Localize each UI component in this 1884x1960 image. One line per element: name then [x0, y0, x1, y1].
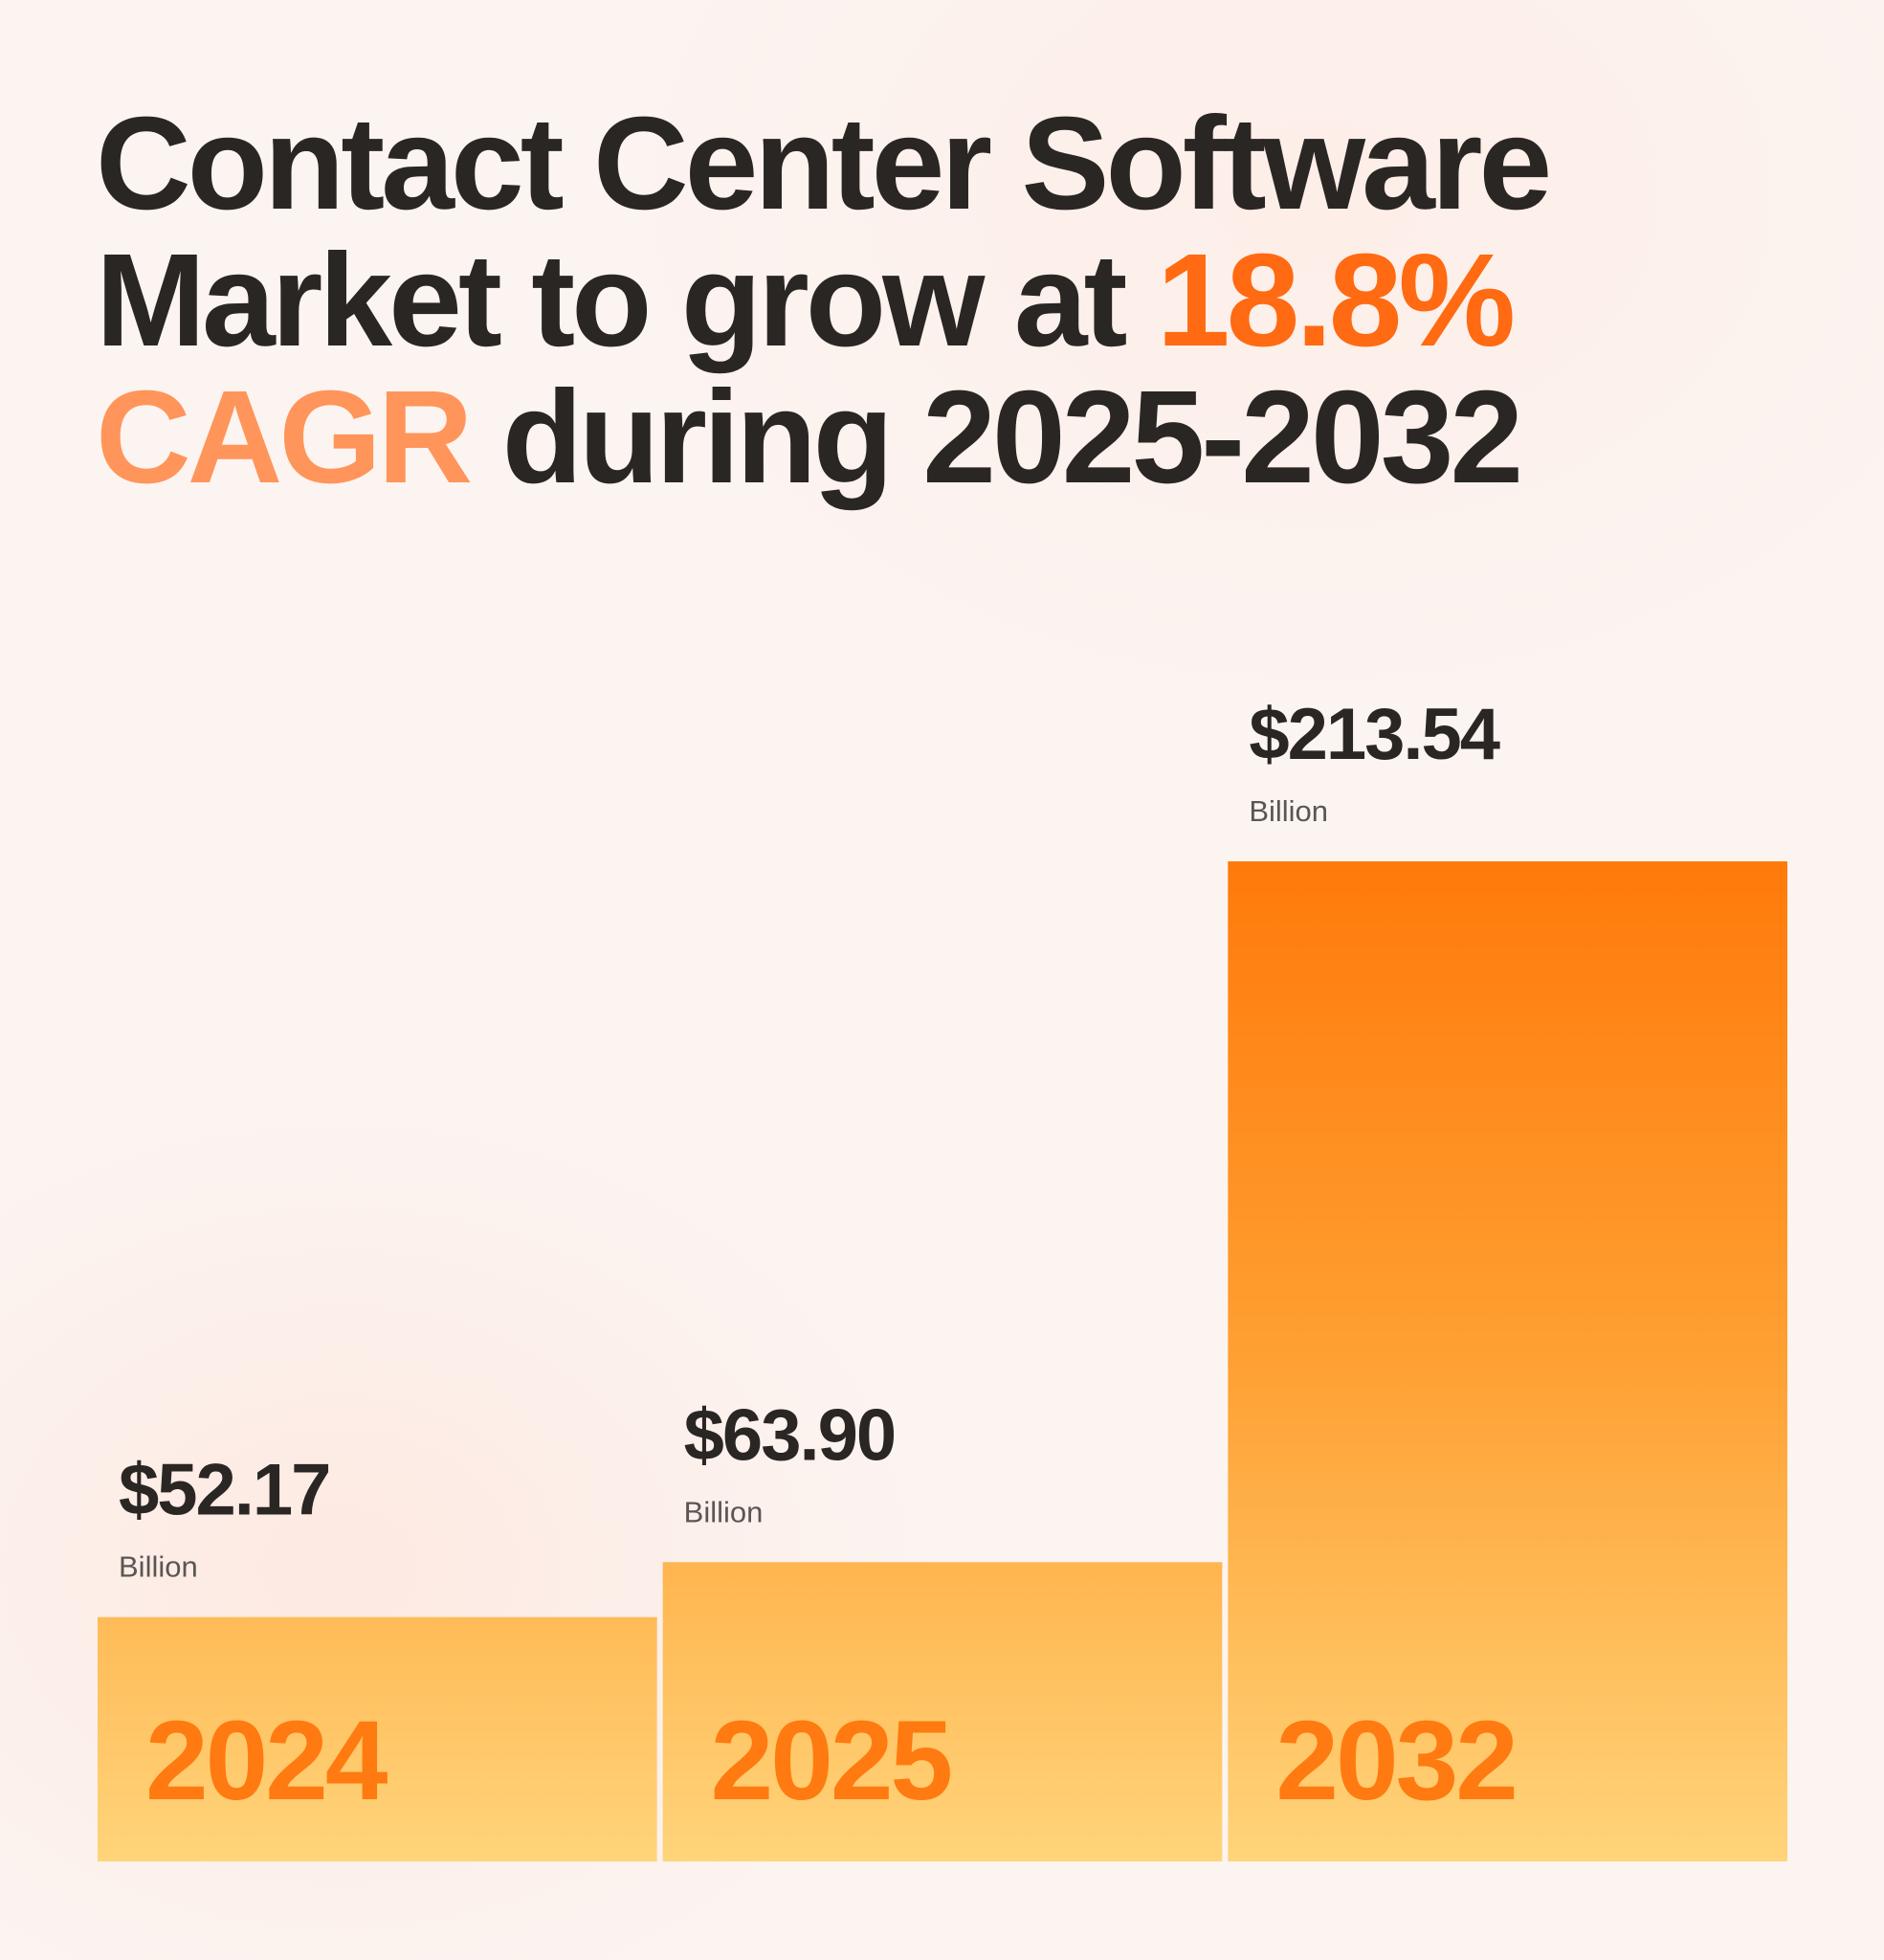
bars-layer	[98, 861, 1787, 1861]
category-label-2024: 2024	[145, 1698, 388, 1824]
bar-2025	[662, 1562, 1223, 1861]
unit-label-2025: Billion	[684, 1495, 764, 1528]
cagr-rate-highlight: 18.8%	[1156, 227, 1516, 374]
value-label-2025: $63.90	[684, 1394, 895, 1476]
cagr-term-highlight: CAGR	[96, 364, 473, 511]
title-line-2-text: Market to grow at	[96, 227, 1157, 374]
chart-title: Contact Center Software Market to grow a…	[96, 90, 1552, 506]
unit-label-2032: Billion	[1249, 794, 1328, 828]
category-label-2032: 2032	[1275, 1698, 1516, 1824]
labels-layer: $52.17 Billion 2024 $63.90 Billion 2025 $213.5…	[119, 694, 1518, 1824]
title-line-3-text: during 2025-2032	[469, 364, 1524, 511]
title-line-2: Market to grow at 18.8%	[96, 233, 1548, 369]
title-line-3: CAGR during 2025-2032	[96, 369, 1548, 506]
value-label-2024: $52.17	[119, 1450, 329, 1531]
bar-2024	[98, 1616, 657, 1861]
value-label-2032: $213.54	[1249, 694, 1499, 775]
title-line-1: Contact Center Software	[96, 90, 1552, 237]
unit-label-2024: Billion	[119, 1550, 198, 1584]
bar-2032	[1228, 861, 1787, 1861]
category-label-2025: 2025	[711, 1698, 951, 1824]
